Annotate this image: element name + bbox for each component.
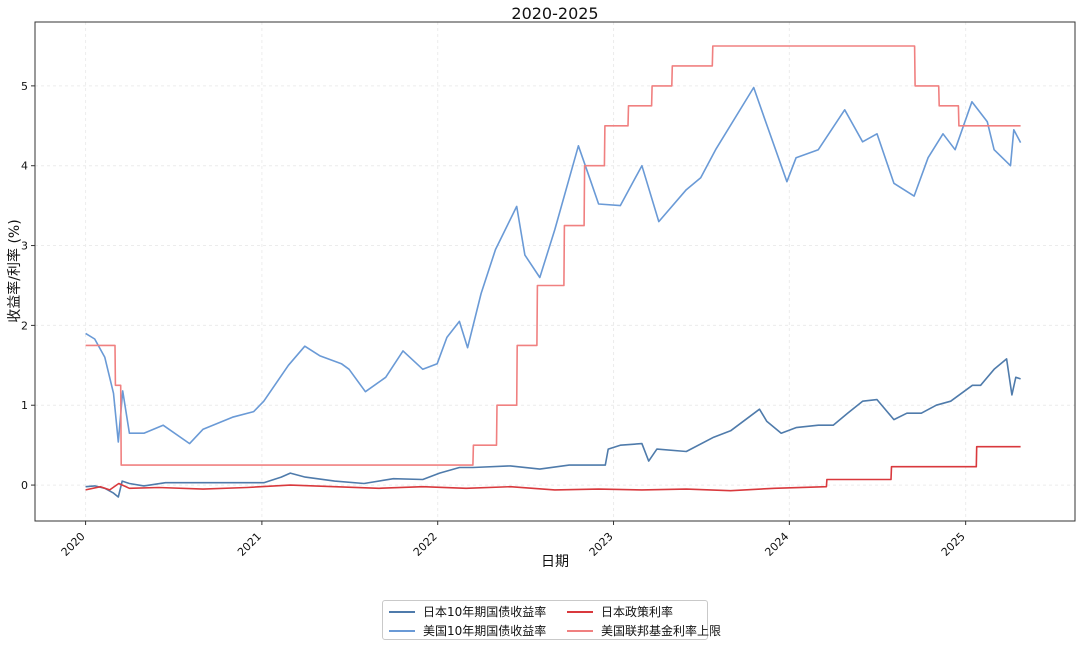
x-tick-label: 2023 (587, 530, 616, 559)
y-tick-label: 4 (21, 160, 28, 173)
series-line-3 (85, 445, 1021, 492)
legend-item: 美国10年期国债收益率 (389, 621, 567, 640)
x-tick-label: 2020 (59, 530, 88, 559)
series-line-1 (85, 358, 1021, 498)
series-line-2 (85, 86, 1022, 445)
legend-item: 美国联邦基金利率上限 (567, 621, 721, 640)
x-tick-label: 2024 (762, 530, 791, 559)
legend-swatch (567, 629, 593, 632)
x-tick-label: 2022 (411, 530, 440, 559)
plot-frame (34, 21, 1076, 522)
legend-item: 日本政策利率 (567, 602, 715, 621)
legend-label: 日本政策利率 (601, 605, 674, 619)
series-line-4 (85, 45, 1021, 466)
y-tick-label: 0 (21, 479, 28, 492)
x-tick-label: 2021 (235, 530, 264, 559)
grid (35, 22, 1075, 521)
y-tick-label: 3 (21, 240, 28, 253)
legend: 日本10年期国债收益率 日本政策利率 美国10年期国债收益率 美国联邦基金利率上… (382, 600, 721, 640)
series-layer (85, 45, 1022, 498)
legend-label: 美国10年期国债收益率 (423, 624, 547, 638)
x-tick-label: 2025 (939, 530, 968, 559)
x-axis: 2020 2021 2022 2023 2024 2025 (59, 521, 968, 559)
y-axis-label: 收益率/利率 (%) (6, 219, 23, 322)
y-tick-label: 1 (21, 399, 28, 412)
legend-label: 日本10年期国债收益率 (423, 605, 547, 619)
legend-swatch (389, 610, 415, 613)
y-tick-label: 2 (21, 319, 28, 332)
x-axis-label: 日期 (541, 554, 569, 570)
legend-label: 美国联邦基金利率上限 (601, 624, 722, 638)
chart-title: 2020-2025 (511, 4, 598, 23)
y-axis: 0 1 2 3 4 5 (21, 80, 35, 492)
legend-item: 日本10年期国债收益率 (389, 602, 567, 621)
legend-swatch (567, 610, 593, 613)
legend-swatch (389, 629, 415, 632)
y-tick-label: 5 (21, 80, 28, 93)
